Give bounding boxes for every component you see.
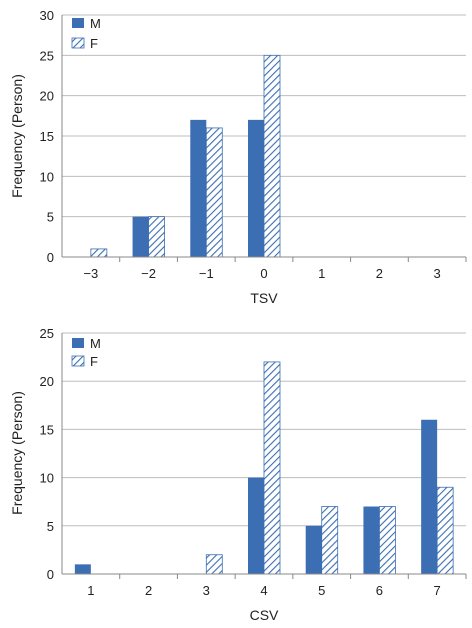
- xtick-label: 2: [376, 266, 383, 281]
- ytick-label: 5: [47, 210, 54, 225]
- chart-csv-legend: M F: [71, 336, 101, 369]
- chart-csv-axes: [61, 333, 467, 579]
- bar-m-6: [421, 419, 438, 574]
- bar-m-2: [190, 119, 207, 257]
- legend-label-female: F: [90, 36, 98, 51]
- xtick-label: 4: [260, 583, 267, 598]
- ytick-label: 10: [40, 169, 54, 184]
- chart-tsv-ytick-labels: 0 5 10 15 20 25 30: [40, 8, 54, 265]
- legend-swatch-female: [71, 37, 85, 49]
- legend-swatch-male: [72, 18, 84, 28]
- bar-f-0: [90, 248, 108, 258]
- bar-f-2: [205, 127, 223, 258]
- xtick-label: −2: [141, 266, 156, 281]
- xtick-label: 1: [87, 583, 94, 598]
- legend-swatch-female: [71, 355, 85, 367]
- chart-tsv-xlabel: TSV: [250, 290, 278, 306]
- bar-m-5: [363, 506, 380, 574]
- bar-m-3: [248, 477, 264, 574]
- chart-tsv: 0 5 10 15 20 25 30 −3 −2 −1 0 1 2 3 TSV Frequency (P…: [9, 8, 467, 306]
- ytick-label: 25: [40, 326, 54, 341]
- chart-tsv-legend: M F: [71, 16, 101, 51]
- legend-swatch-male: [72, 338, 84, 348]
- ytick-label: 10: [40, 471, 54, 486]
- bar-f-6: [436, 486, 454, 575]
- ytick-label: 20: [40, 89, 54, 104]
- ytick-label: 20: [40, 374, 54, 389]
- xtick-label: 2: [145, 583, 152, 598]
- ytick-label: 25: [40, 48, 54, 63]
- xtick-label: 5: [318, 583, 325, 598]
- xtick-label: 7: [434, 583, 441, 598]
- xtick-label: −3: [83, 266, 98, 281]
- xtick-label: 0: [260, 266, 267, 281]
- chart-tsv-xtick-labels: −3 −2 −1 0 1 2 3: [83, 266, 440, 281]
- ytick-label: 30: [40, 8, 54, 23]
- ytick-label: 15: [40, 129, 54, 144]
- chart-csv-xlabel: CSV: [250, 607, 279, 623]
- chart-csv-bars: [74, 361, 454, 575]
- bar-f-2: [205, 554, 223, 575]
- xtick-label: 6: [376, 583, 383, 598]
- chart-csv-ytick-labels: 0 5 10 15 20 25: [40, 326, 54, 582]
- legend-label-female: F: [90, 354, 98, 369]
- chart-csv: 0 5 10 15 20 25 1 2 3 4 5 6 7 CSV Frequency (Person…: [9, 326, 467, 623]
- chart-tsv-axes: [61, 15, 467, 262]
- legend-label-male: M: [90, 16, 101, 31]
- xtick-label: 3: [203, 583, 210, 598]
- legend-label-male: M: [90, 336, 101, 351]
- bar-f-5: [379, 506, 396, 575]
- bar-m-1: [132, 216, 149, 257]
- bar-m-4: [305, 525, 322, 574]
- xtick-label: 1: [318, 266, 325, 281]
- xtick-label: −1: [199, 266, 214, 281]
- bar-m-0: [74, 564, 91, 574]
- xtick-label: 3: [434, 266, 441, 281]
- chart-tsv-ylabel: Frequency (Person): [9, 74, 25, 198]
- ytick-label: 0: [47, 250, 54, 265]
- ytick-label: 15: [40, 422, 54, 437]
- ytick-label: 5: [47, 519, 54, 534]
- chart-csv-xtick-labels: 1 2 3 4 5 6 7: [87, 583, 441, 598]
- chart-csv-ylabel: Frequency (Person): [9, 391, 25, 515]
- bar-f-4: [321, 506, 339, 575]
- bar-f-3: [263, 54, 281, 258]
- bar-m-3: [248, 119, 264, 257]
- bar-f-1: [148, 216, 165, 258]
- chart-tsv-bars: [90, 54, 281, 258]
- bar-f-3: [263, 361, 281, 575]
- ytick-label: 0: [47, 567, 54, 582]
